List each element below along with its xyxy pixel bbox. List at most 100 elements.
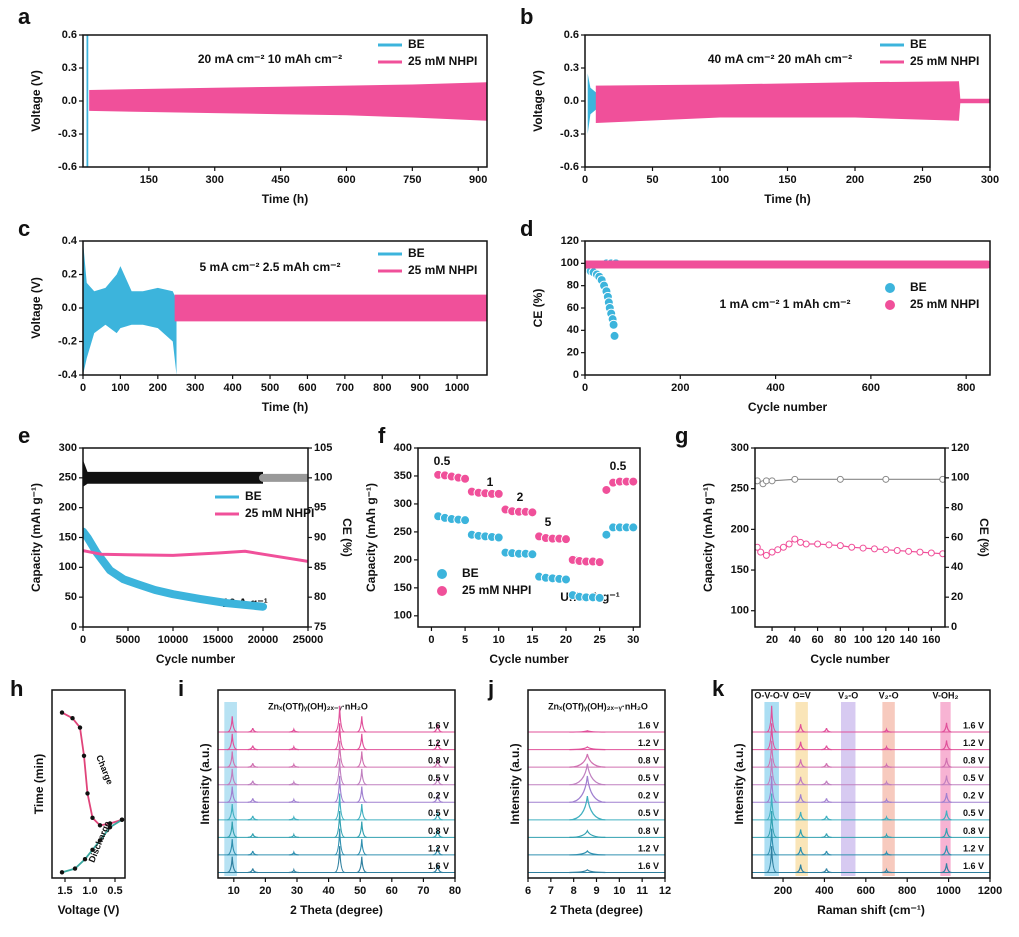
y-tick-label: 250	[59, 472, 77, 484]
peak	[334, 705, 345, 733]
y2-tick-label: 20	[951, 591, 963, 603]
legend-label: BE	[910, 280, 927, 294]
x-tick-label: 15	[526, 634, 538, 646]
x-tick-label: 300	[981, 174, 999, 186]
annotation: 0.5	[610, 459, 627, 473]
peak	[881, 850, 892, 856]
marker	[97, 838, 103, 843]
x-tick-label: 0	[582, 174, 588, 186]
trace-label: 1.6 V	[963, 861, 984, 871]
axes-frame	[82, 34, 488, 168]
x-tick-label: 400	[815, 885, 833, 897]
x-tick-label: 50	[646, 174, 658, 186]
peak	[288, 727, 299, 733]
trace-label: 1.6 V	[638, 720, 659, 730]
x-tick-label: 140	[899, 634, 917, 646]
marker	[77, 725, 83, 730]
x-tick-label: 50	[354, 885, 366, 897]
plot-area	[755, 475, 945, 559]
x-tick-label: 20	[560, 634, 572, 646]
axes-frame	[82, 240, 488, 376]
marker	[628, 522, 639, 533]
y-tick-label: 100	[731, 605, 749, 617]
y2-tick-label: 85	[314, 561, 326, 573]
marker	[757, 548, 765, 556]
marker	[882, 475, 890, 483]
marker	[779, 543, 787, 551]
marker	[601, 529, 612, 540]
peak	[334, 811, 345, 838]
marker	[927, 549, 935, 557]
y-tick-label: 300	[394, 498, 412, 510]
x-tick-label: 0	[428, 634, 434, 646]
x-tick-label: 200	[671, 382, 689, 394]
x-axis-title: 2 Theta (degree)	[550, 903, 643, 917]
y-tick-label: 50	[65, 591, 77, 603]
panel-letter: j	[487, 676, 494, 701]
x-tick-label: 1.5	[57, 885, 72, 897]
axes-frame	[527, 689, 666, 879]
trace-label: 0.2 V	[428, 791, 449, 801]
marker	[797, 538, 805, 546]
x-tick-label: 0.5	[107, 885, 122, 897]
legend-swatch	[437, 586, 447, 596]
panel-letter: h	[10, 676, 23, 701]
trace-label: 0.2 V	[963, 791, 984, 801]
peak	[356, 803, 367, 821]
x-tick-label: 200	[774, 885, 792, 897]
peak	[795, 776, 806, 786]
y-tick-label: -0.6	[560, 161, 579, 173]
peak	[247, 850, 258, 856]
marker	[601, 484, 612, 495]
peak	[227, 751, 238, 768]
peak	[334, 723, 345, 751]
y-tick-label: 150	[59, 531, 77, 543]
y2-tick-label: 95	[314, 502, 326, 514]
trace-label: 1.6 V	[638, 861, 659, 871]
y-tick-label: 0.0	[62, 95, 77, 107]
peak	[569, 746, 606, 751]
x-axis-title: Raman shift (cm⁻¹)	[817, 903, 925, 917]
annotation: 20 mA cm⁻² 10 mAh cm⁻²	[198, 52, 342, 66]
peak	[821, 868, 832, 874]
peak	[766, 846, 777, 874]
x-axis-title: Cycle number	[156, 652, 236, 666]
x-tick-label: 10	[228, 885, 240, 897]
y-tick-label: 0	[71, 621, 77, 633]
x-tick-label: 1000	[936, 885, 960, 897]
x-axis-title: Voltage (V)	[58, 903, 120, 917]
trace-label: 1.2 V	[638, 738, 659, 748]
marker	[81, 753, 87, 758]
y-tick-label: 120	[561, 235, 579, 247]
peak	[941, 828, 952, 838]
trace-label: 0.5 V	[963, 808, 984, 818]
peak	[432, 829, 443, 838]
curve-label: Discharge	[87, 820, 113, 864]
x-tick-label: 160	[922, 634, 940, 646]
x-tick-label: 150	[778, 174, 796, 186]
marker	[836, 475, 844, 483]
panel-letter: a	[18, 4, 31, 29]
x-tick-label: 70	[417, 885, 429, 897]
peak	[288, 797, 299, 803]
peak	[356, 768, 367, 786]
peak	[432, 846, 443, 856]
band	[595, 81, 990, 123]
x-tick-label: 250	[913, 174, 931, 186]
y-tick-label: 200	[59, 502, 77, 514]
marker	[848, 543, 856, 551]
x-tick-label: 150	[140, 174, 158, 186]
peak	[569, 849, 606, 856]
y2-axis-title: CE (%)	[340, 518, 354, 557]
panel-letter: c	[18, 216, 30, 241]
y-tick-label: -0.3	[560, 128, 579, 140]
y-tick-label: 250	[394, 526, 412, 538]
y2-axis-title: CE (%)	[977, 518, 991, 557]
trace-label: 0.8 V	[638, 826, 659, 836]
y2-tick-label: 60	[951, 531, 963, 543]
peak	[356, 733, 367, 751]
trace-label: 0.8 V	[963, 826, 984, 836]
annotation: 2	[517, 490, 524, 504]
peak	[356, 856, 367, 874]
marker	[825, 541, 833, 549]
